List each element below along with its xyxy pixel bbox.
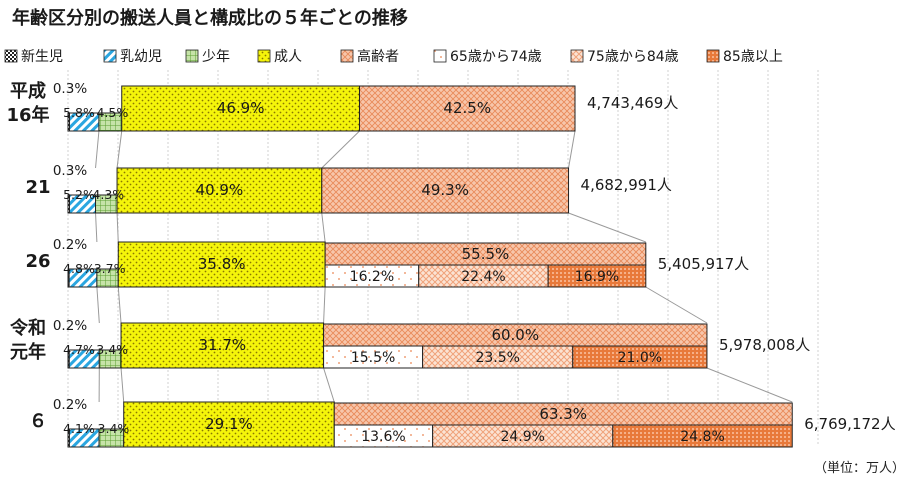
connector-line [116,212,119,243]
connector-line [568,130,576,169]
total-label: 4,682,991人 [581,176,672,194]
legend-swatch [185,49,199,63]
category-label: 21 [25,177,50,198]
legend-label: 65歳から74歳 [450,49,542,65]
data-label: 5.2% [63,187,95,202]
connector-line [706,367,793,403]
data-label: 4.8% [63,261,95,276]
category-label: 16年 [6,104,49,126]
bar-age85_plus [572,345,708,369]
connector-line [95,212,98,243]
data-label: 63.3% [539,405,587,423]
connector-line [568,212,646,243]
connector-line [96,286,100,324]
legend-swatch [433,49,447,63]
legend-item-newborn: 新生児 [4,49,63,65]
data-label: 22.4% [461,269,505,285]
bar-adult [116,167,323,214]
legend-label: 85歳以上 [723,49,783,65]
legend-label: 75歳から84歳 [587,49,679,65]
data-label: 55.5% [462,245,510,263]
legend-label: 成人 [274,49,302,65]
data-label: 5.8% [63,105,95,120]
data-label: 4.7% [63,342,95,357]
legend-item-age85_plus: 85歳以上 [706,49,783,65]
data-label: 0.2% [53,237,87,253]
category-label: 元年 [10,341,46,363]
total-label: 5,978,008人 [719,336,810,354]
legend-label: 高齢者 [357,48,399,65]
connector-line [117,286,122,324]
connector-line [323,286,326,324]
legend-item-adult: 成人 [257,49,302,65]
bar-age85_plus [612,424,793,448]
data-label: 40.9% [196,181,244,199]
legend-item-youth: 少年 [185,49,230,65]
total-label: 6,769,172人 [804,415,895,433]
data-label: 21.0% [618,350,662,366]
category-label: 26 [25,251,50,272]
data-label: 4.1% [63,421,95,436]
legend-item-age65_74: 65歳から74歳 [433,49,542,65]
legend-swatch [706,49,720,63]
connector-line [116,130,123,169]
data-label: 31.7% [198,336,246,354]
data-label: 0.2% [53,318,87,334]
data-label: 15.5% [351,350,395,366]
data-label: 29.1% [205,415,253,433]
connector-line [120,367,125,403]
data-label: 16.2% [350,269,394,285]
bar-age85_plus [547,264,647,288]
connector-line [645,286,708,324]
data-label: 0.2% [53,397,87,413]
connector-line [323,367,335,403]
legend-swatch [257,49,271,63]
data-label: 24.8% [680,429,724,445]
legend-item-elderly: 高齢者 [340,48,399,65]
total-label: 4,743,469人 [587,94,678,112]
connector-line [95,130,100,169]
data-label: 4.3% [92,187,124,202]
bar-adult [123,401,335,448]
legend-label: 乳幼児 [120,49,162,65]
data-label: 42.5% [443,99,491,117]
data-label: 49.3% [421,181,469,199]
data-label: 3.7% [94,261,126,276]
data-label: 3.4% [98,421,130,436]
legend-swatch [103,49,117,63]
data-label: 0.3% [53,163,87,179]
chart-title: 年齢区分別の搬送人員と構成比の５年ごとの推移 [12,8,408,29]
data-label: 4.5% [96,105,128,120]
legend-label: 少年 [202,49,230,65]
legend-swatch [340,49,354,63]
category-label: ６ [29,411,47,432]
legend-item-age75_84: 75歳から84歳 [570,49,679,65]
data-label: 0.3% [53,81,87,97]
data-label: 24.9% [500,429,544,445]
legend-swatch [570,49,584,63]
connector-line [321,212,326,243]
data-label: 23.5% [475,350,519,366]
data-label: 16.9% [575,269,619,285]
category-label: 令和 [9,317,46,339]
data-label: 35.8% [198,255,246,273]
connector-line [321,130,360,169]
legend-swatch [4,49,18,63]
bar-elderly [359,85,576,132]
bar-adult [117,241,326,288]
data-label: 3.4% [96,342,128,357]
data-label: 13.6% [361,429,405,445]
legend-item-infant: 乳幼児 [103,49,162,65]
total-label: 5,405,917人 [658,255,749,273]
data-label: 60.0% [491,326,539,344]
unit-note: （単位：万人） [814,460,905,476]
bar-elderly [321,167,570,214]
data-label: 46.9% [217,99,265,117]
legend-label: 新生児 [21,49,63,65]
category-label: 平成 [10,80,46,102]
bar-adult [120,322,325,369]
